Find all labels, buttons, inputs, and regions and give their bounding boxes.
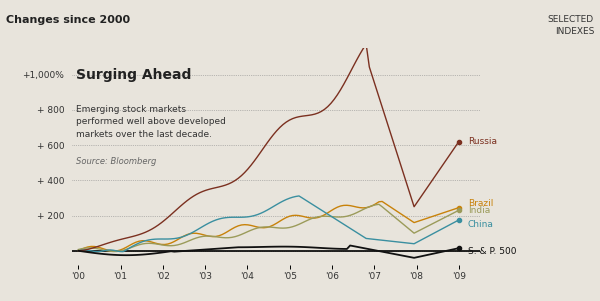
Text: Brazil: Brazil (468, 199, 493, 208)
Text: India: India (468, 206, 490, 215)
Text: SELECTED
INDEXES: SELECTED INDEXES (548, 15, 594, 36)
Text: Changes since 2000: Changes since 2000 (6, 15, 130, 25)
Text: Emerging stock markets
performed well above developed
markets over the last deca: Emerging stock markets performed well ab… (76, 104, 226, 138)
Text: S. & P. 500: S. & P. 500 (468, 247, 517, 256)
Text: China: China (468, 220, 494, 229)
Text: Surging Ahead: Surging Ahead (76, 68, 191, 82)
Text: Source: Bloomberg: Source: Bloomberg (76, 157, 157, 166)
Text: Russia: Russia (468, 137, 497, 146)
